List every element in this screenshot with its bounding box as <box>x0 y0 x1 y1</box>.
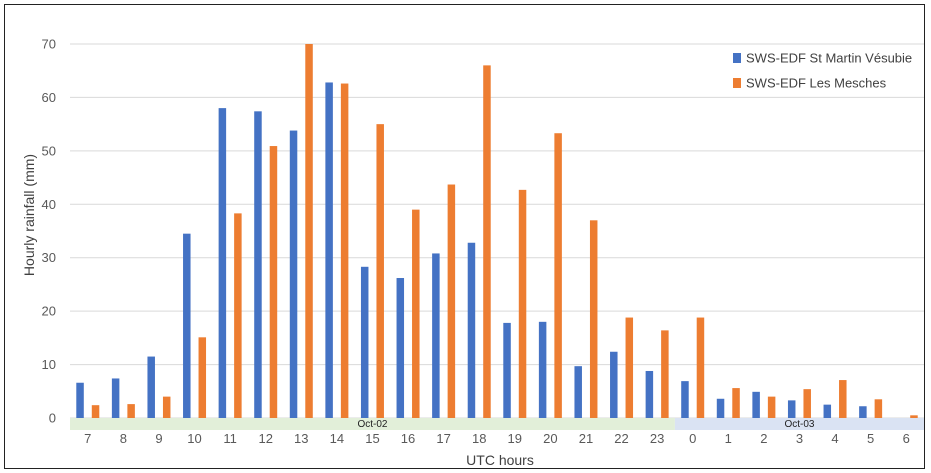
x-tick-label: 6 <box>903 431 910 446</box>
bar-series-2 <box>447 184 456 418</box>
x-tick-label: 20 <box>543 431 557 446</box>
bars <box>76 44 918 419</box>
bar-series-1 <box>787 400 796 418</box>
bar-series-2 <box>305 44 313 418</box>
bar-series-1 <box>254 111 262 418</box>
bar-series-2 <box>589 220 598 418</box>
bar-series-2 <box>412 209 420 418</box>
bar-series-1 <box>76 382 84 418</box>
bar-series-2 <box>269 146 278 418</box>
bar-series-1 <box>752 391 760 418</box>
x-tick-label: 11 <box>223 431 237 446</box>
bar-series-1 <box>645 370 654 418</box>
x-tick-label: 16 <box>401 431 415 446</box>
legend-swatch <box>733 78 741 88</box>
gridlines <box>70 43 924 419</box>
bar-series-1 <box>681 381 689 418</box>
bar-series-2 <box>198 337 207 418</box>
bar-series-1 <box>360 266 369 418</box>
y-tick-label: 60 <box>42 90 56 105</box>
x-tick-label: 0 <box>689 431 696 446</box>
bar-series-1 <box>111 378 120 418</box>
x-tick-label: 23 <box>650 431 664 446</box>
chart-frame <box>4 4 925 469</box>
bar-series-2 <box>554 133 562 418</box>
bar-series-1 <box>325 82 333 419</box>
bar-series-1 <box>183 233 191 418</box>
bar-series-2 <box>376 124 384 419</box>
y-tick-label: 10 <box>42 357 56 372</box>
x-tick-label: 18 <box>472 431 486 446</box>
legend-label: SWS-EDF St Martin Vésubie <box>746 51 912 66</box>
bar-series-2 <box>696 317 705 418</box>
date-band-label: Oct-03 <box>784 419 814 430</box>
y-tick-label: 20 <box>42 304 56 319</box>
x-tick-label: 10 <box>187 431 201 446</box>
y-axis-title: Hourly rainfall (mm) <box>21 154 37 276</box>
bar-series-1 <box>467 242 476 418</box>
x-tick-label: 22 <box>614 431 628 446</box>
y-tick-labels: 0 10 20 30 40 50 60 70 <box>42 37 56 426</box>
bar-series-1 <box>574 366 582 418</box>
bar-series-1 <box>147 356 155 418</box>
x-tick-label: 7 <box>84 431 91 446</box>
bar-series-2 <box>732 388 740 418</box>
bar-series-2 <box>803 389 811 418</box>
bar-series-2 <box>234 213 242 418</box>
bar-series-2 <box>483 65 491 418</box>
bar-series-1 <box>823 404 832 418</box>
bar-series-2 <box>127 404 135 418</box>
bar-series-1 <box>396 278 405 418</box>
date-band <box>674 418 924 430</box>
bar-series-2 <box>625 317 634 418</box>
x-tick-label: 21 <box>579 431 593 446</box>
legend-swatch <box>733 53 741 63</box>
bar-series-1 <box>610 351 618 418</box>
bar-series-2 <box>839 380 847 418</box>
bar-series-2 <box>767 396 776 418</box>
x-tick-label: 15 <box>365 431 379 446</box>
bar-series-1 <box>432 253 440 418</box>
date-band <box>70 418 675 430</box>
bar-series-2 <box>910 415 918 418</box>
y-tick-label: 30 <box>42 250 56 265</box>
date-bands: Oct-02 Oct-03 <box>70 418 924 430</box>
x-tick-labels: 7 8 9 10 11 12 13 14 15 16 17 18 19 20 21 22 23 0 1 2 3 4 5 6 <box>84 431 910 446</box>
bar-series-1 <box>859 406 867 418</box>
x-tick-label: 3 <box>796 431 803 446</box>
bar-series-2 <box>91 405 100 418</box>
x-tick-label: 2 <box>760 431 767 446</box>
x-tick-label: 9 <box>155 431 162 446</box>
bar-series-1 <box>716 398 725 418</box>
bar-series-1 <box>503 322 511 418</box>
y-tick-label: 0 <box>49 411 56 426</box>
x-tick-label: 4 <box>831 431 838 446</box>
x-axis-title: UTC hours <box>466 452 534 468</box>
date-band-label: Oct-02 <box>357 419 387 430</box>
bar-series-1 <box>289 130 298 418</box>
x-tick-label: 17 <box>436 431 450 446</box>
y-tick-label: 40 <box>42 197 56 212</box>
x-tick-label: 12 <box>258 431 272 446</box>
x-tick-label: 5 <box>867 431 874 446</box>
x-tick-label: 13 <box>294 431 308 446</box>
bar-series-2 <box>162 396 171 418</box>
x-tick-label: 19 <box>508 431 522 446</box>
bar-series-2 <box>874 399 883 418</box>
x-tick-label: 8 <box>120 431 127 446</box>
y-tick-label: 50 <box>42 143 56 158</box>
legend-label: SWS-EDF Les Mesches <box>746 76 887 91</box>
y-tick-label: 70 <box>42 37 56 52</box>
bar-series-2 <box>661 330 669 418</box>
bar-series-1 <box>218 108 227 418</box>
bar-series-2 <box>340 83 349 418</box>
x-tick-label: 14 <box>330 431 344 446</box>
bar-series-2 <box>518 189 527 418</box>
x-tick-label: 1 <box>725 431 732 446</box>
bar-series-1 <box>538 321 547 418</box>
legend: SWS-EDF St Martin Vésubie SWS-EDF Les Mes… <box>733 51 912 91</box>
